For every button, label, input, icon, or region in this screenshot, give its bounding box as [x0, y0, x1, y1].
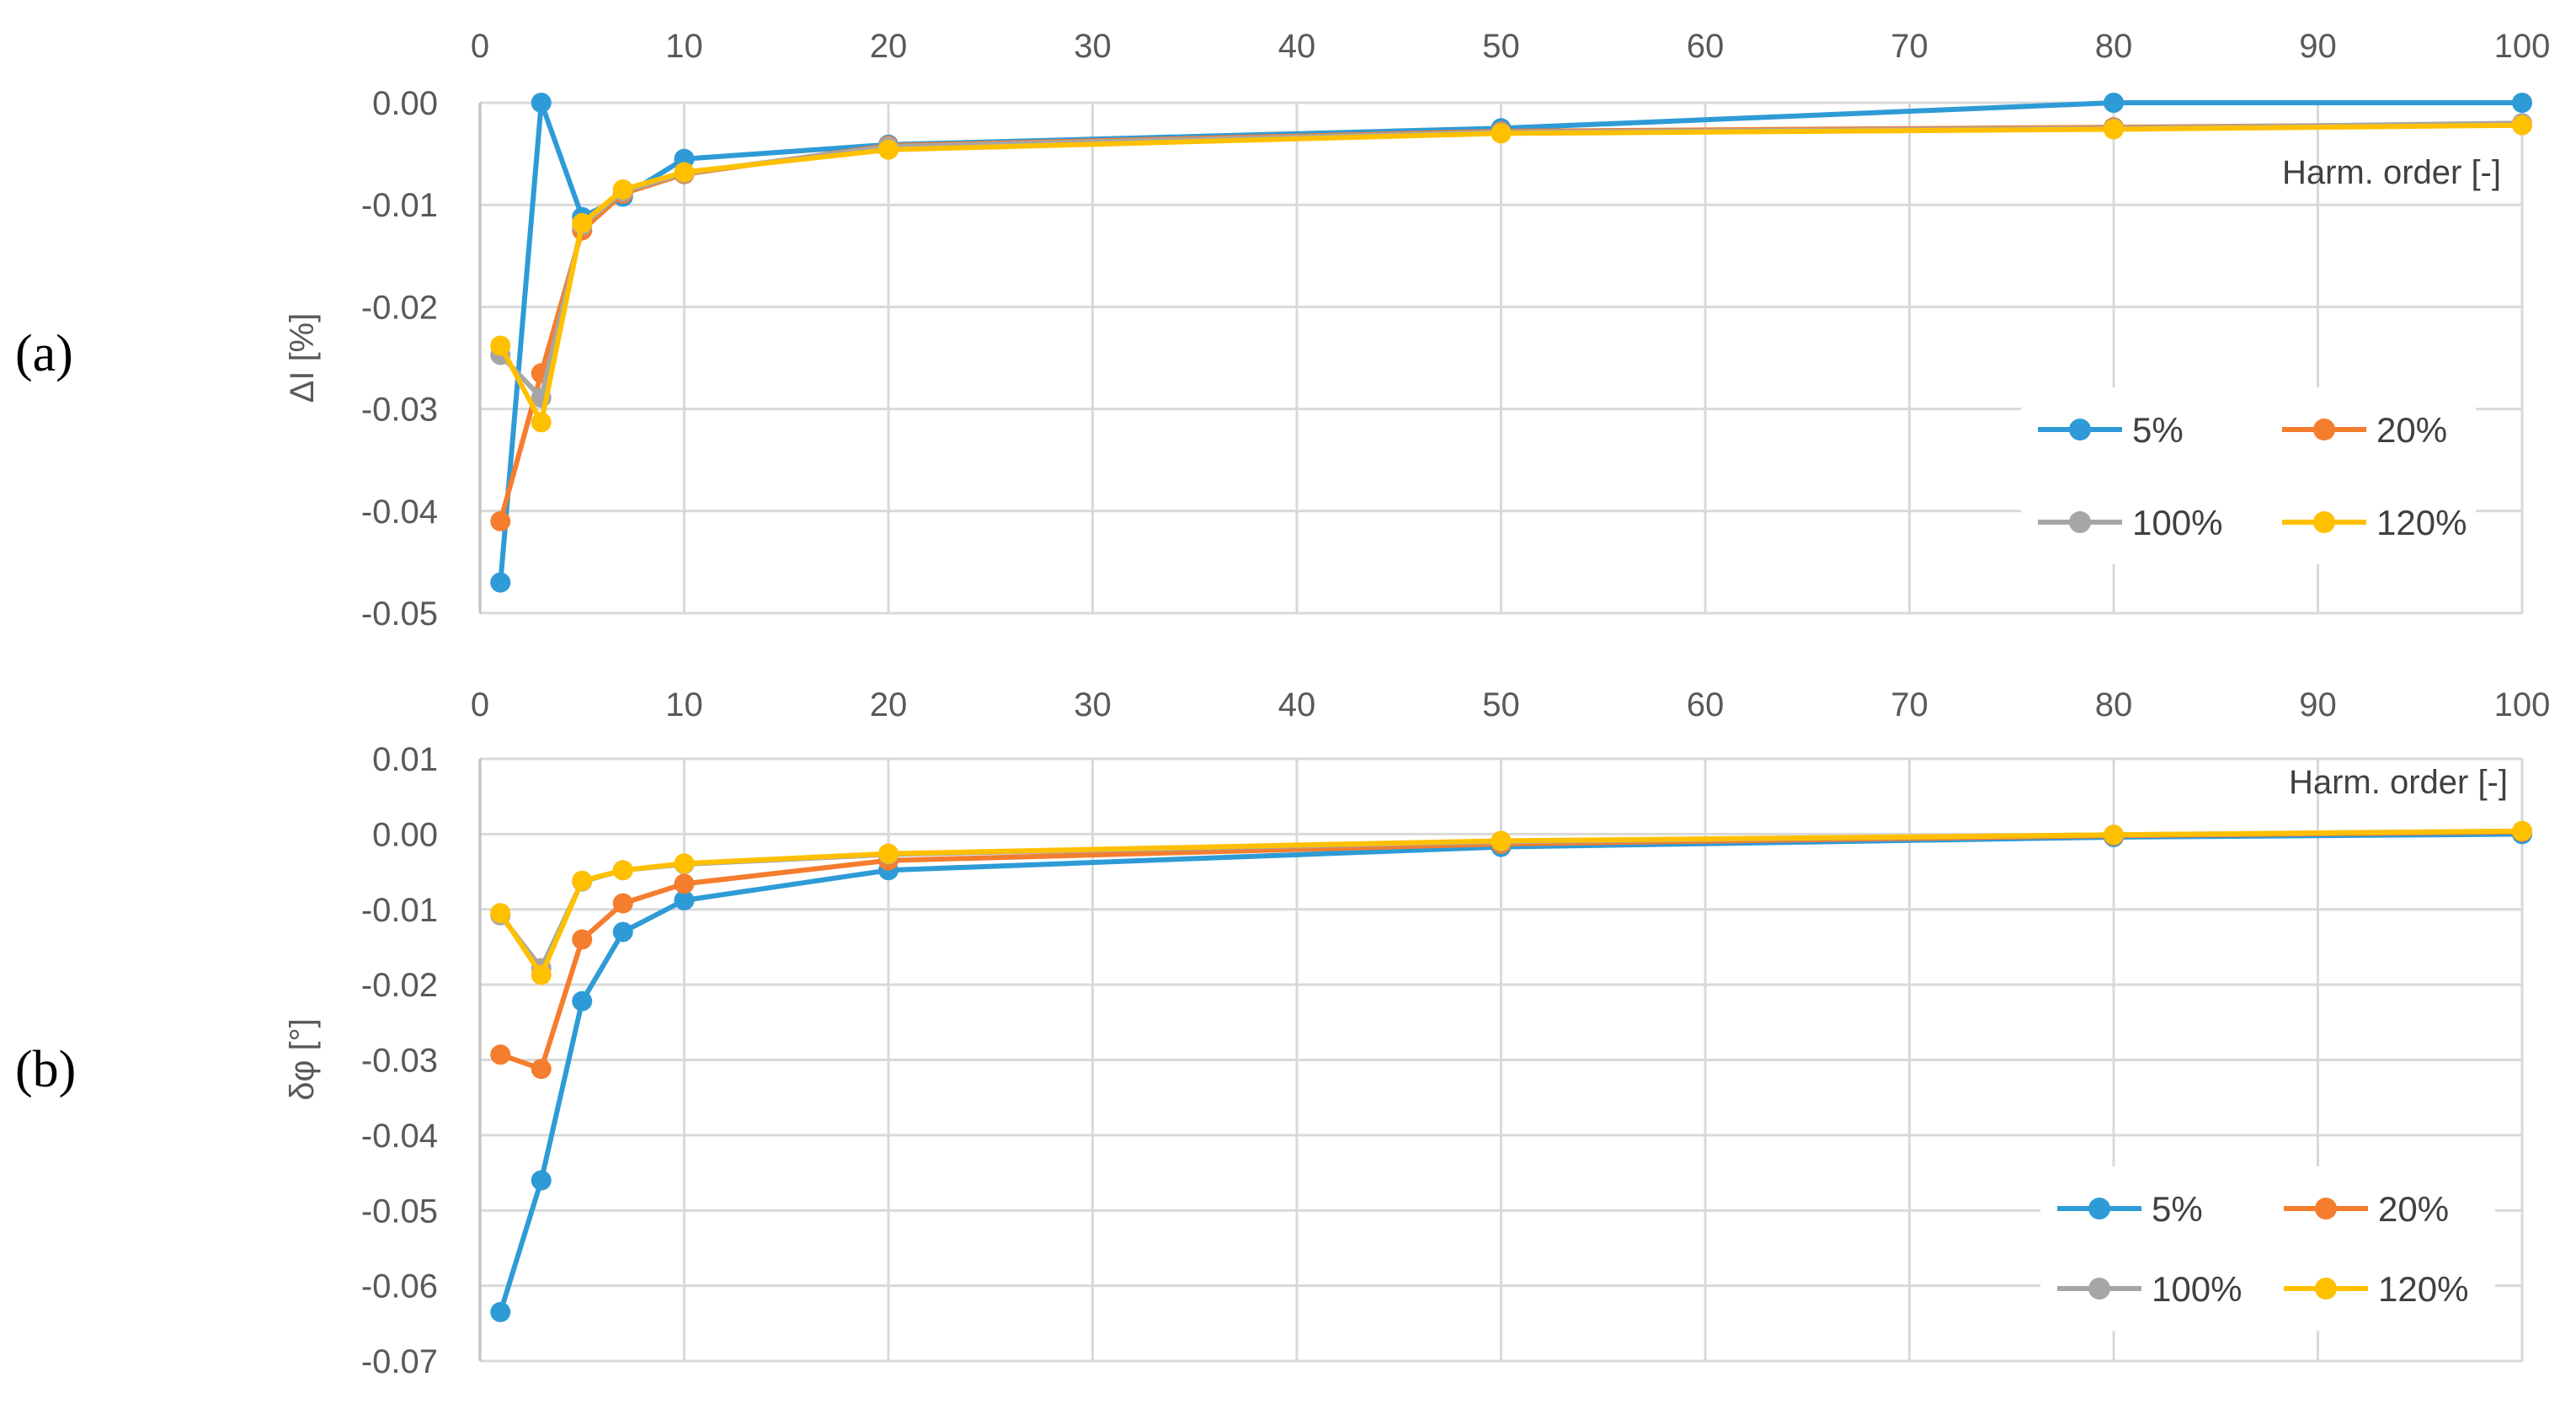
x-tick-label: 30 — [1074, 28, 1112, 65]
x-tick-label: 100 — [2494, 686, 2551, 723]
data-point-20pct — [490, 1044, 511, 1065]
y-tick-label: -0.05 — [361, 595, 438, 632]
data-point-120pct — [531, 964, 552, 985]
x-tick-label: 40 — [1278, 28, 1316, 65]
x-tick-label: 30 — [1074, 686, 1112, 723]
legend-label-100pct: 100% — [2152, 1269, 2242, 1309]
y-tick-label: -0.07 — [361, 1343, 438, 1380]
x-tick-label: 20 — [870, 28, 908, 65]
legend-background — [2040, 1166, 2495, 1331]
data-point-20pct — [490, 510, 511, 531]
x-tick-label: 80 — [2095, 28, 2133, 65]
chart-a: 0 10 20 30 40 50 60 70 80 90 100 0.00 -0.01 -0.02 -0.0… — [284, 28, 2550, 632]
data-point-20pct — [674, 873, 695, 894]
data-point-120pct — [2104, 119, 2124, 140]
data-point-120pct — [878, 139, 899, 160]
y-tick-label: -0.04 — [361, 1118, 438, 1155]
data-point-120pct — [612, 179, 633, 200]
x-tick-label: 50 — [1482, 686, 1520, 723]
data-point-120pct — [2512, 115, 2532, 136]
data-point-120pct — [2512, 820, 2532, 841]
data-point-5pct — [490, 1301, 511, 1322]
data-point-120pct — [674, 162, 695, 183]
chart-b: 0 10 20 30 40 50 60 70 80 90 100 0.01 0.00 -0.01 -0.02… — [284, 686, 2550, 1380]
x-tick-label: 0 — [471, 686, 489, 723]
legend-label-120pct: 120% — [2378, 1269, 2468, 1309]
x-tick-label: 70 — [1891, 28, 1928, 65]
legend-label-20pct: 20% — [2378, 1189, 2449, 1229]
x-tick-label: 60 — [1687, 686, 1725, 723]
y-tick-label: -0.01 — [361, 187, 438, 224]
y-tick-label: -0.05 — [361, 1193, 438, 1230]
data-point-20pct — [531, 1059, 552, 1080]
data-point-120pct — [572, 870, 593, 891]
legend-label-100pct: 100% — [2132, 503, 2222, 542]
legend-marker-120pct — [2315, 1278, 2337, 1300]
data-point-5pct — [531, 93, 552, 113]
panel-label-a: (a) — [15, 325, 73, 382]
data-point-120pct — [572, 213, 593, 234]
data-point-20pct — [612, 893, 633, 914]
x-tick-label: 50 — [1482, 28, 1520, 65]
data-point-5pct — [490, 572, 511, 593]
legend-marker-20pct — [2315, 1198, 2337, 1220]
data-point-120pct — [878, 843, 899, 864]
x-tick-label: 0 — [471, 28, 489, 65]
data-point-20pct — [572, 929, 593, 950]
x-axis-title: Harm. order [-] — [2289, 764, 2508, 801]
legend-marker-20pct — [2313, 419, 2335, 440]
x-axis-title: Harm. order [-] — [2282, 154, 2501, 191]
legend-label-20pct: 20% — [2376, 410, 2447, 450]
x-tick-label: 80 — [2095, 686, 2133, 723]
y-axis-title: ΔI [%] — [284, 313, 321, 403]
data-point-120pct — [1491, 830, 1512, 851]
data-point-5pct — [674, 890, 695, 911]
data-point-5pct — [572, 990, 593, 1011]
data-point-120pct — [1491, 123, 1512, 144]
y-tick-label: -0.03 — [361, 392, 438, 429]
data-point-5pct — [2104, 93, 2124, 113]
legend-label-5pct: 5% — [2152, 1189, 2203, 1229]
data-point-5pct — [612, 921, 633, 942]
data-point-120pct — [490, 903, 511, 924]
legend-marker-100pct — [2088, 1278, 2110, 1300]
legend-marker-120pct — [2313, 511, 2335, 533]
y-tick-label: -0.03 — [361, 1043, 438, 1080]
y-tick-label: 0.01 — [372, 741, 438, 778]
x-tick-label: 90 — [2299, 28, 2337, 65]
x-tick-label: 20 — [870, 686, 908, 723]
data-point-120pct — [531, 412, 552, 433]
data-point-5pct — [531, 1170, 552, 1191]
data-point-5pct — [2512, 93, 2532, 113]
data-point-120pct — [490, 335, 511, 356]
y-tick-label: -0.04 — [361, 494, 438, 531]
y-tick-label: -0.06 — [361, 1268, 438, 1305]
legend-marker-5pct — [2069, 419, 2091, 440]
x-tick-label: 10 — [665, 686, 703, 723]
data-point-120pct — [674, 853, 695, 874]
x-tick-label: 70 — [1891, 686, 1928, 723]
x-tick-label: 40 — [1278, 686, 1316, 723]
y-tick-label: -0.02 — [361, 967, 438, 1004]
x-tick-label: 90 — [2299, 686, 2337, 723]
legend-label-5pct: 5% — [2132, 410, 2184, 450]
x-tick-label: 100 — [2494, 28, 2551, 65]
x-tick-label: 10 — [665, 28, 703, 65]
legend-background — [2021, 387, 2476, 564]
data-point-120pct — [612, 860, 633, 881]
y-tick-label: -0.02 — [361, 289, 438, 326]
legend-marker-100pct — [2069, 511, 2091, 533]
y-tick-label: -0.01 — [361, 892, 438, 929]
y-tick-label: 0.00 — [372, 816, 438, 853]
panel-label-b: (b) — [15, 1041, 76, 1098]
y-tick-label: 0.00 — [372, 85, 438, 122]
legend-marker-5pct — [2088, 1198, 2110, 1220]
y-axis-title: δφ [°] — [284, 1018, 321, 1101]
data-point-120pct — [2104, 825, 2124, 846]
legend-label-120pct: 120% — [2376, 503, 2467, 542]
x-tick-label: 60 — [1687, 28, 1725, 65]
